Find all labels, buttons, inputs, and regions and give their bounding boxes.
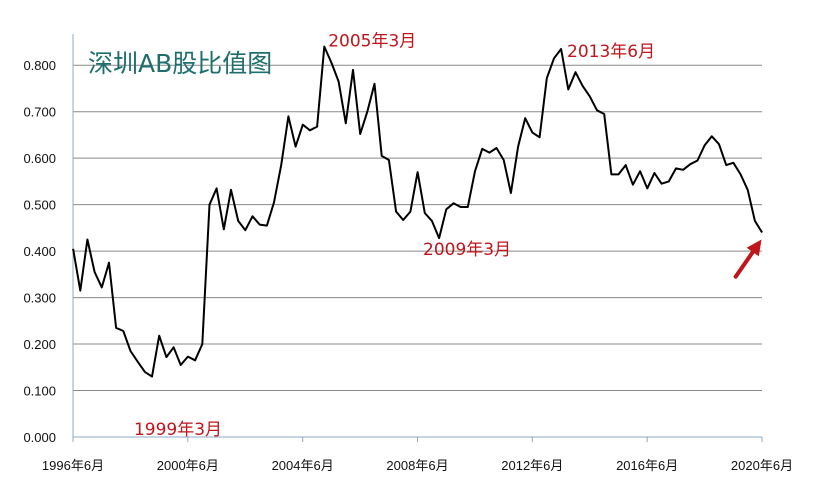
y-tick-label: 0.400 <box>23 244 56 259</box>
gridlines <box>73 64 762 392</box>
x-tick-label: 2004年6月 <box>272 458 334 473</box>
annotation-label: 1999年3月 <box>134 420 222 440</box>
annotation-label: 2013年6月 <box>567 42 655 62</box>
y-tick-label: 0.800 <box>23 58 56 73</box>
series-group <box>72 45 763 378</box>
trend-arrow-icon <box>733 239 762 279</box>
y-tick-label: 0.100 <box>23 384 56 399</box>
y-tick-label: 0.200 <box>23 337 56 352</box>
annotation-label: 2009年3月 <box>423 240 511 260</box>
arrow-shaft <box>733 249 755 279</box>
series-line <box>72 45 763 378</box>
x-tick-label: 1996年6月 <box>42 458 104 473</box>
y-tick-label: 0.700 <box>23 105 56 120</box>
x-axis-ticks: 1996年6月 2000年6月 2004年6月 2008年6月 2012年6月 2016年… <box>42 437 793 473</box>
x-tick-label: 2000年6月 <box>157 458 219 473</box>
y-tick-label: 0.600 <box>23 151 56 166</box>
x-tick-label: 2020年6月 <box>731 458 793 473</box>
arrow-head <box>746 239 762 257</box>
chart-title: 深圳AB股比值图 <box>88 49 272 78</box>
y-tick-label: 0.300 <box>23 291 56 306</box>
annotations: 1999年3月 2005年3月 2009年3月 2013年6月 <box>134 32 655 440</box>
y-tick-label: 0.500 <box>23 198 56 213</box>
y-axis-ticks: 0.000 0.100 0.200 0.300 0.400 0.500 0.600 0.700… <box>23 58 56 445</box>
x-tick-label: 2016年6月 <box>616 458 678 473</box>
y-tick-label: 0.000 <box>23 430 56 445</box>
x-tick-label: 2008年6月 <box>386 458 448 473</box>
x-tick-label: 2012年6月 <box>501 458 563 473</box>
annotation-label: 2005年3月 <box>328 32 416 52</box>
